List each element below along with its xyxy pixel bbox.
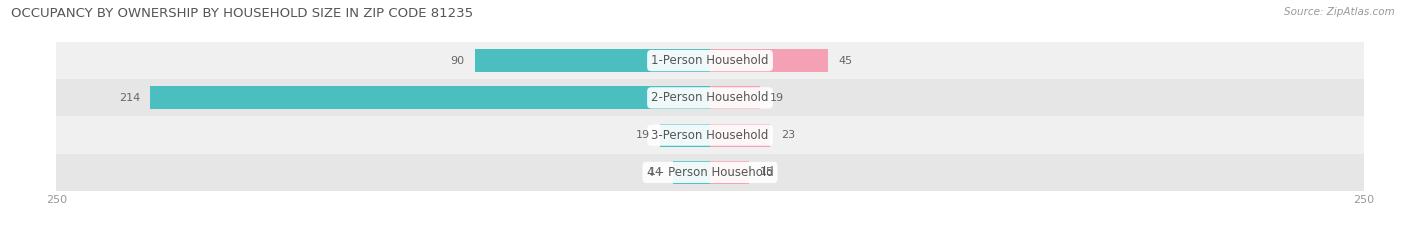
Text: 2-Person Household: 2-Person Household	[651, 91, 769, 104]
Text: OCCUPANCY BY OWNERSHIP BY HOUSEHOLD SIZE IN ZIP CODE 81235: OCCUPANCY BY OWNERSHIP BY HOUSEHOLD SIZE…	[11, 7, 474, 20]
Bar	[673, 161, 710, 184]
Text: 23: 23	[780, 130, 794, 140]
Bar	[56, 79, 1364, 116]
Text: 19: 19	[636, 130, 650, 140]
Text: 19: 19	[770, 93, 785, 103]
Bar	[661, 123, 710, 147]
Bar	[710, 49, 828, 72]
Bar	[710, 161, 749, 184]
Bar	[710, 123, 770, 147]
Text: 14: 14	[648, 168, 664, 177]
Bar	[56, 154, 1364, 191]
Text: 4+ Person Household: 4+ Person Household	[647, 166, 773, 179]
Text: Source: ZipAtlas.com: Source: ZipAtlas.com	[1284, 7, 1395, 17]
Text: 45: 45	[838, 56, 852, 65]
Text: 15: 15	[759, 168, 773, 177]
Bar	[56, 42, 1364, 79]
Bar	[710, 86, 759, 110]
Bar	[475, 49, 710, 72]
Text: 3-Person Household: 3-Person Household	[651, 129, 769, 142]
Bar	[150, 86, 710, 110]
Text: 214: 214	[118, 93, 141, 103]
Bar	[56, 116, 1364, 154]
Text: 90: 90	[450, 56, 464, 65]
Text: 1-Person Household: 1-Person Household	[651, 54, 769, 67]
